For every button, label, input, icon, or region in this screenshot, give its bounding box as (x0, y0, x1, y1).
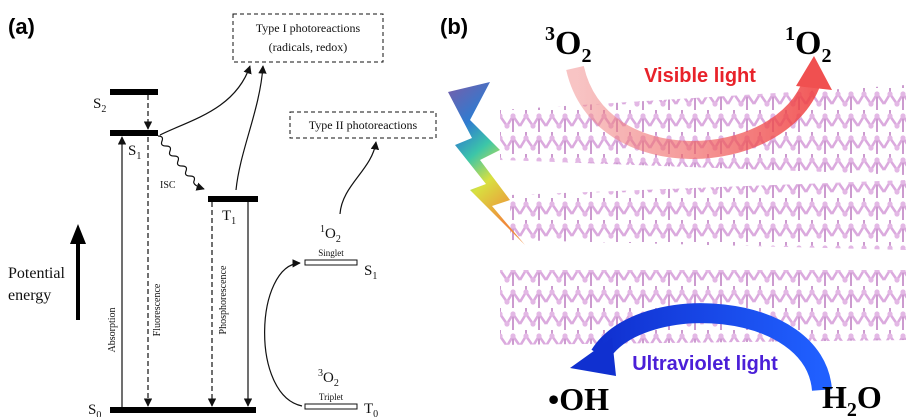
curve-arrow (160, 66, 250, 135)
energy-arrow-head (70, 224, 86, 244)
state-label: S1 (128, 143, 141, 162)
sub: 2 (821, 45, 831, 67)
state-label: S0 (88, 402, 101, 417)
base: O (555, 25, 581, 62)
sub: 1 (372, 271, 377, 282)
curve-arrow (265, 263, 302, 406)
axis-text: energy (8, 287, 51, 304)
light-label: Ultraviolet light (632, 353, 778, 375)
sub: 2 (334, 378, 339, 389)
spin-label: Triplet (319, 392, 344, 402)
oxygen-label: 1O2 (785, 23, 831, 67)
sub: 1 (136, 151, 141, 162)
panel-label: (b) (440, 14, 468, 39)
reactant-label: H2O (822, 379, 882, 417)
base: S (128, 143, 136, 159)
box-text: Type II photoreactions (309, 118, 418, 132)
sub: 0 (373, 409, 378, 417)
axis-text: Potential (8, 265, 65, 282)
oxygen-label: 3O2 (545, 23, 591, 67)
box-text: (radicals, redox) (269, 40, 348, 54)
transition-label: Absorption (107, 308, 118, 353)
sub: 1 (231, 216, 236, 227)
transition-label: Fluorescence (152, 283, 163, 336)
sup: 1 (785, 23, 795, 45)
molecular-layer (500, 85, 906, 175)
panel-label: (a) (8, 14, 35, 39)
base: O (857, 379, 882, 415)
singlet-level (305, 260, 357, 265)
product-label: •OH (548, 381, 609, 417)
sub: 0 (96, 410, 101, 417)
base: S (88, 402, 96, 417)
base: O (323, 370, 334, 386)
base: S (93, 96, 101, 112)
sub: 2 (581, 45, 591, 67)
sub: 2 (336, 234, 341, 245)
curve-arrow (340, 142, 376, 214)
oxygen-label: 3O2 (318, 368, 339, 389)
sup: 3 (545, 23, 555, 45)
light-label: Visible light (644, 65, 756, 87)
molecular-layer (510, 180, 906, 250)
sub: 2 (847, 399, 857, 417)
base: H (822, 379, 847, 415)
sub: 2 (101, 104, 106, 115)
base: T (364, 401, 373, 417)
base: S (364, 263, 372, 279)
base: O (325, 226, 336, 242)
figure: (a) S2 S1 S0 T1 ISC Type I photoreaction… (0, 0, 906, 417)
triplet-level (305, 404, 357, 409)
state-label: S1 (364, 263, 377, 282)
state-label: T0 (364, 401, 378, 417)
oxygen-label: 1O2 (320, 224, 341, 245)
box-text: Type I photoreactions (256, 21, 361, 35)
base: T (222, 208, 231, 224)
state-label: S2 (93, 96, 106, 115)
isc-label: ISC (160, 180, 176, 191)
state-label: T1 (222, 208, 236, 227)
spin-label: Singlet (318, 248, 344, 258)
base: O (795, 25, 821, 62)
transition-label: Phosphorescence (218, 265, 229, 334)
